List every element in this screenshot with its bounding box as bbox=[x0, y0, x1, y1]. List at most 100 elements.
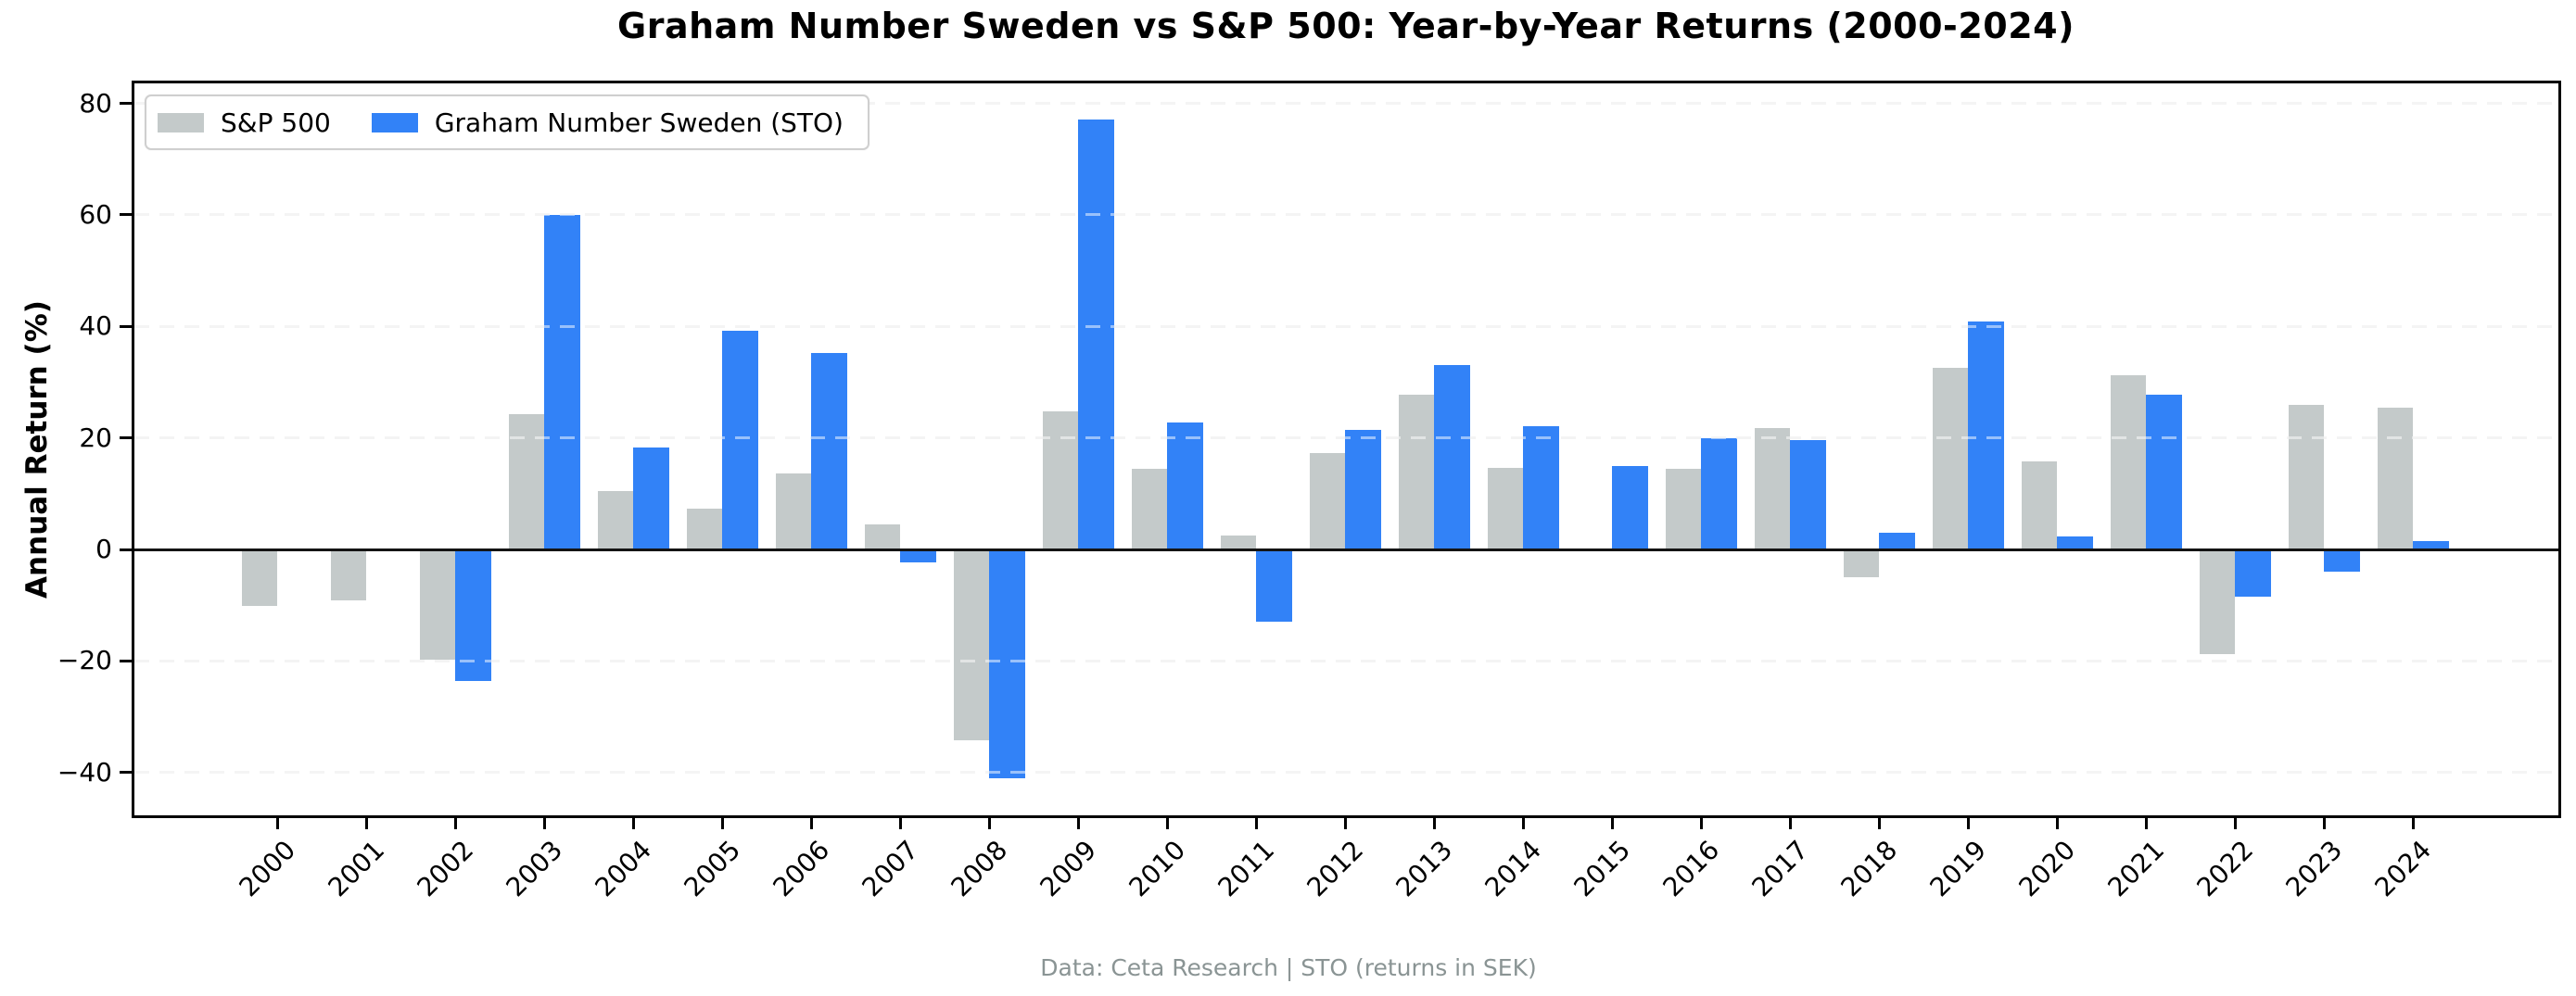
bar-graham-2014 bbox=[1523, 426, 1559, 549]
bar-sp500-2024 bbox=[2377, 408, 2413, 549]
x-tick-label-2019: 2019 bbox=[1923, 834, 1992, 903]
bar-sp500-2016 bbox=[1665, 468, 1701, 549]
bar-sp500-2018 bbox=[1843, 549, 1879, 578]
x-tick-label-2013: 2013 bbox=[1390, 834, 1458, 903]
bar-sp500-2008 bbox=[953, 549, 989, 740]
bar-graham-2009 bbox=[1078, 119, 1114, 549]
bar-graham-2010 bbox=[1167, 422, 1203, 549]
y-tick-label-80: 80 bbox=[79, 87, 112, 119]
bar-graham-2012 bbox=[1345, 430, 1381, 549]
bar-sp500-2019 bbox=[1932, 367, 1968, 549]
bar-graham-2015 bbox=[1612, 465, 1648, 549]
legend-item-graham: Graham Number Sweden (STO) bbox=[371, 107, 844, 138]
y-tick-mark-40 bbox=[120, 324, 133, 328]
x-tick-mark-2002 bbox=[453, 815, 457, 829]
x-tick-label-2015: 2015 bbox=[1567, 834, 1636, 903]
y-tick-mark-60 bbox=[120, 213, 133, 217]
x-tick-mark-2016 bbox=[1699, 815, 1703, 829]
gridline-overlay-20 bbox=[134, 436, 2558, 440]
x-tick-label-2021: 2021 bbox=[2101, 834, 2170, 903]
x-tick-label-2001: 2001 bbox=[322, 834, 390, 903]
legend-label-graham: Graham Number Sweden (STO) bbox=[434, 107, 844, 138]
x-tick-mark-2014 bbox=[1521, 815, 1525, 829]
bar-sp500-2012 bbox=[1309, 452, 1345, 549]
bar-sp500-2004 bbox=[597, 491, 633, 549]
gridline-overlay--20 bbox=[134, 659, 2558, 662]
x-tick-mark-2012 bbox=[1343, 815, 1347, 829]
x-tick-mark-2022 bbox=[2233, 815, 2237, 829]
gridline-overlay-80 bbox=[134, 102, 2558, 106]
x-tick-mark-2010 bbox=[1165, 815, 1169, 829]
legend-label-sp500: S&P 500 bbox=[221, 107, 331, 138]
x-tick-label-2009: 2009 bbox=[1034, 834, 1102, 903]
x-tick-mark-2007 bbox=[898, 815, 902, 829]
bar-sp500-2020 bbox=[2021, 460, 2057, 549]
y-tick-mark-0 bbox=[120, 548, 133, 551]
x-tick-label-2016: 2016 bbox=[1656, 834, 1725, 903]
y-tick-mark-20 bbox=[120, 436, 133, 440]
x-tick-mark-2013 bbox=[1432, 815, 1436, 829]
y-tick-label-60: 60 bbox=[79, 198, 112, 230]
x-tick-label-2004: 2004 bbox=[589, 834, 657, 903]
bar-graham-2006 bbox=[811, 353, 847, 549]
x-tick-mark-2001 bbox=[364, 815, 368, 829]
bar-graham-2023 bbox=[2324, 549, 2360, 573]
x-tick-mark-2017 bbox=[1788, 815, 1792, 829]
y-tick-mark--20 bbox=[120, 659, 133, 662]
x-tick-mark-2024 bbox=[2411, 815, 2415, 829]
graham-swatch-icon bbox=[371, 112, 418, 132]
plot-area bbox=[132, 81, 2561, 818]
x-tick-label-2005: 2005 bbox=[678, 834, 746, 903]
bar-sp500-2002 bbox=[419, 549, 455, 661]
gridline-overlay-40 bbox=[134, 324, 2558, 328]
x-tick-label-2014: 2014 bbox=[1478, 834, 1547, 903]
x-tick-label-2017: 2017 bbox=[1745, 834, 1814, 903]
legend: S&P 500 Graham Number Sweden (STO) bbox=[145, 95, 869, 150]
bar-sp500-2014 bbox=[1487, 468, 1523, 549]
x-tick-mark-2003 bbox=[542, 815, 546, 829]
x-tick-mark-2011 bbox=[1254, 815, 1258, 829]
bar-graham-2005 bbox=[722, 331, 758, 549]
bar-sp500-2017 bbox=[1754, 428, 1790, 549]
x-tick-label-2020: 2020 bbox=[2012, 834, 2081, 903]
x-tick-mark-2008 bbox=[987, 815, 991, 829]
bar-graham-2003 bbox=[544, 214, 580, 549]
x-tick-label-2018: 2018 bbox=[1834, 834, 1903, 903]
bar-graham-2024 bbox=[2413, 540, 2449, 549]
bar-graham-2022 bbox=[2235, 549, 2271, 597]
bar-sp500-2006 bbox=[775, 473, 811, 549]
y-tick-label-40: 40 bbox=[79, 310, 112, 342]
x-tick-mark-2023 bbox=[2322, 815, 2326, 829]
bar-sp500-2021 bbox=[2110, 374, 2146, 549]
y-tick-label--40: −40 bbox=[57, 756, 112, 788]
x-tick-label-2003: 2003 bbox=[500, 834, 568, 903]
x-tick-label-2023: 2023 bbox=[2279, 834, 2348, 903]
bar-graham-2017 bbox=[1790, 440, 1826, 549]
x-tick-mark-2021 bbox=[2144, 815, 2148, 829]
x-tick-label-2000: 2000 bbox=[233, 834, 301, 903]
bar-graham-2002 bbox=[455, 549, 491, 681]
x-tick-mark-2018 bbox=[1877, 815, 1881, 829]
y-tick-label--20: −20 bbox=[57, 645, 112, 676]
x-tick-mark-2019 bbox=[1966, 815, 1970, 829]
x-tick-label-2007: 2007 bbox=[856, 834, 924, 903]
bar-sp500-2005 bbox=[686, 509, 722, 549]
chart-title: Graham Number Sweden vs S&P 500: Year-by… bbox=[617, 6, 2075, 46]
bar-sp500-2023 bbox=[2288, 404, 2324, 549]
bar-sp500-2009 bbox=[1042, 410, 1078, 549]
zero-line bbox=[134, 548, 2558, 551]
sp500-swatch-icon bbox=[158, 112, 204, 132]
bar-graham-2019 bbox=[1968, 321, 2004, 549]
bar-graham-2016 bbox=[1701, 437, 1737, 549]
x-tick-mark-2015 bbox=[1610, 815, 1614, 829]
x-tick-label-2008: 2008 bbox=[945, 834, 1013, 903]
x-tick-mark-2006 bbox=[809, 815, 813, 829]
bar-sp500-2007 bbox=[864, 523, 900, 549]
x-tick-label-2002: 2002 bbox=[411, 834, 479, 903]
x-tick-label-2022: 2022 bbox=[2190, 834, 2259, 903]
bar-sp500-2022 bbox=[2199, 549, 2235, 654]
x-tick-label-2006: 2006 bbox=[767, 834, 835, 903]
y-tick-label-0: 0 bbox=[95, 534, 112, 564]
x-tick-label-2012: 2012 bbox=[1301, 834, 1369, 903]
